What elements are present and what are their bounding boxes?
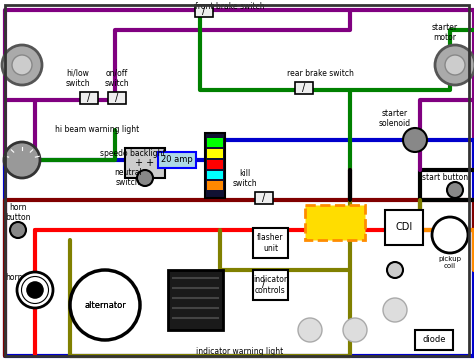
Text: alternator: alternator — [84, 300, 126, 309]
Text: pickup
coil: pickup coil — [438, 256, 462, 269]
Bar — [207, 181, 223, 190]
Text: 20 amp: 20 amp — [161, 156, 193, 165]
Bar — [207, 160, 223, 169]
Bar — [205, 133, 225, 198]
Circle shape — [12, 55, 32, 75]
Text: CDI: CDI — [395, 222, 413, 232]
Text: /: / — [87, 93, 91, 103]
Bar — [158, 152, 196, 168]
Text: starter
motor: starter motor — [432, 23, 458, 42]
Circle shape — [137, 170, 153, 186]
Circle shape — [435, 45, 474, 85]
Text: neutral
switch: neutral switch — [114, 168, 142, 187]
Bar — [385, 210, 423, 245]
Text: hi beam warning light: hi beam warning light — [55, 126, 139, 135]
Text: flasher
unit: flasher unit — [257, 233, 284, 253]
Text: horn: horn — [5, 274, 22, 283]
Bar — [168, 270, 223, 330]
Bar — [253, 228, 288, 258]
Text: /: / — [115, 93, 118, 103]
Bar — [305, 205, 365, 240]
Text: + +: + + — [136, 158, 155, 168]
Circle shape — [403, 128, 427, 152]
Circle shape — [383, 298, 407, 322]
Bar — [125, 148, 165, 178]
Bar — [207, 138, 223, 147]
Text: front brake switch: front brake switch — [195, 2, 264, 11]
Circle shape — [17, 272, 53, 308]
Bar — [108, 92, 126, 104]
Text: horn
button: horn button — [5, 203, 30, 222]
Text: kill
switch: kill switch — [233, 169, 257, 188]
Circle shape — [2, 45, 42, 85]
Text: alternator: alternator — [84, 300, 126, 309]
Circle shape — [4, 142, 40, 178]
Circle shape — [432, 217, 468, 253]
Bar — [295, 82, 313, 94]
Text: start button: start button — [422, 173, 468, 182]
Bar — [195, 5, 213, 17]
Text: starter
solenoid: starter solenoid — [379, 109, 411, 128]
Text: indicator warning light: indicator warning light — [196, 347, 283, 356]
Circle shape — [343, 318, 367, 342]
Text: on/off
switch: on/off switch — [105, 69, 129, 88]
Text: speedo backlight: speedo backlight — [100, 148, 165, 157]
Text: diode: diode — [422, 335, 446, 344]
Text: /: / — [263, 193, 265, 203]
Circle shape — [387, 262, 403, 278]
Text: /: / — [302, 83, 306, 93]
Circle shape — [445, 55, 465, 75]
Bar — [415, 330, 453, 350]
Bar — [207, 170, 223, 179]
Text: /: / — [202, 6, 206, 16]
Bar — [255, 192, 273, 204]
Text: hi/low
switch: hi/low switch — [66, 69, 91, 88]
Circle shape — [70, 270, 140, 340]
Text: indicator
controls: indicator controls — [254, 275, 288, 295]
Circle shape — [298, 318, 322, 342]
Circle shape — [447, 182, 463, 198]
Circle shape — [10, 222, 26, 238]
Bar — [207, 149, 223, 158]
Text: /: / — [263, 279, 265, 289]
Circle shape — [27, 282, 43, 298]
Text: rear brake switch: rear brake switch — [287, 69, 354, 78]
Bar — [255, 278, 273, 290]
Bar — [253, 270, 288, 300]
Bar — [80, 92, 98, 104]
